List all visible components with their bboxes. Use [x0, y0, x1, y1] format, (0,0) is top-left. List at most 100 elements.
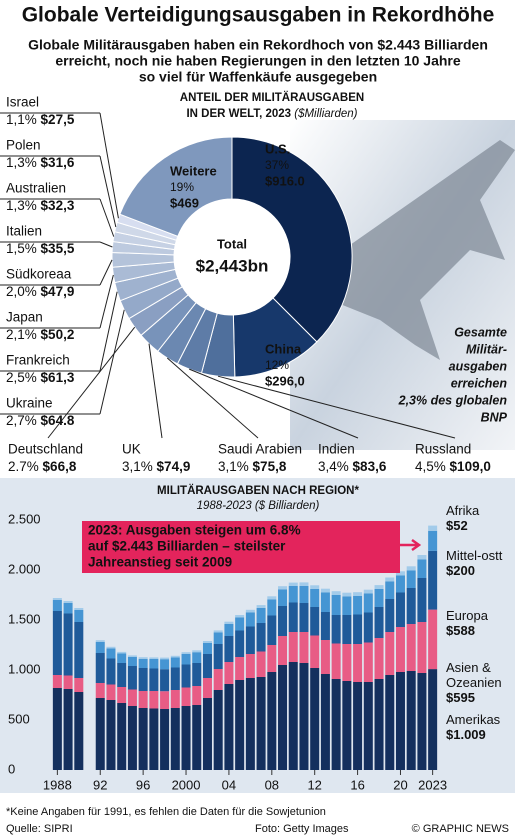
bar-segment [192, 652, 202, 663]
bar-segment [213, 690, 223, 770]
bar-segment [149, 659, 159, 669]
title: Globale Verteidigungsausgaben in Rekordh… [22, 4, 495, 27]
x-tick-label: 96 [136, 777, 150, 792]
bar-segment [406, 588, 416, 624]
bar-segment [406, 671, 416, 770]
pie-title: IN DER WELT, 2023 [186, 108, 291, 120]
x-tick-label: 2000 [172, 777, 201, 792]
bar-segment [310, 607, 320, 636]
bar-segment [299, 663, 309, 770]
note: Gesamte [454, 325, 507, 339]
slice-label: 4,5% $109,0 [415, 459, 491, 474]
leader-line [99, 155, 117, 228]
bar-segment [278, 589, 288, 606]
bar-segment [138, 657, 148, 659]
bar-segment [74, 622, 84, 678]
bar-segment [95, 698, 105, 770]
legend-name: Europa [446, 608, 488, 623]
slice-name: Australien [6, 181, 66, 196]
bar-segment [310, 635, 320, 668]
note: erreichen [451, 376, 508, 390]
bar-segment [310, 668, 320, 770]
annotation-arrow [400, 538, 422, 552]
x-tick-label: 08 [265, 777, 279, 792]
bar-segment [428, 550, 438, 610]
slice-share: 2,7% [6, 413, 37, 428]
subtitle: erreicht, noch nie haben Regierungen in … [55, 53, 461, 69]
photo-credit: Foto: Getty Images [255, 823, 349, 835]
bar-segment [181, 687, 191, 706]
bar-segment [213, 630, 223, 633]
bar-segment [245, 678, 255, 770]
bar-segment [278, 636, 288, 665]
slice-share: 12% [265, 358, 289, 372]
bar-segment [417, 673, 427, 770]
annotation: 2023: Ausgaben steigen um 6.8% [88, 523, 301, 538]
footnote: *Keine Angaben für 1991, es fehlen die D… [6, 806, 326, 818]
bar-segment [170, 655, 180, 658]
bar-segment [63, 603, 73, 614]
bar-segment [181, 652, 191, 654]
slice-name: Italien [6, 224, 42, 239]
bar-segment [342, 596, 352, 615]
legend-name: Asien & Ozeanien [446, 660, 502, 690]
slice-value: $31,6 [41, 155, 75, 170]
annotation: Jahreanstieg seit 2009 [88, 555, 232, 570]
bar-segment [160, 691, 170, 709]
slice-share: 3,1% [122, 459, 153, 474]
bar-segment [224, 624, 234, 636]
bar-segment [320, 588, 330, 593]
bar-segment [202, 678, 212, 698]
pie-slice [119, 136, 233, 237]
slice-value: $916.0 [265, 173, 305, 188]
slice-label: 2,0% $47,9 [6, 284, 74, 299]
bar-segment [127, 666, 137, 690]
bar-segment [288, 602, 298, 632]
slice-value: $32,3 [41, 198, 75, 213]
bar-segment [267, 615, 277, 645]
bar-segment [127, 689, 137, 706]
slice-label: 1,3% $31,6 [6, 155, 75, 170]
bar-segment [353, 614, 363, 644]
bar-segment [363, 589, 373, 594]
bar-segment [288, 662, 298, 770]
bar-segment [192, 663, 202, 686]
jet-photo [300, 140, 515, 360]
bar-segment [267, 599, 277, 616]
slice-value: $66,8 [43, 459, 77, 474]
slice-name: Israel [6, 95, 39, 110]
pie-hole [175, 200, 289, 314]
bar-segment [170, 690, 180, 708]
bar-segment [138, 708, 148, 770]
bar-segment [256, 677, 266, 770]
bar-segment [363, 682, 373, 770]
bar-segment [342, 644, 352, 681]
bar-segment [202, 654, 212, 678]
slice-share: 1,3% [6, 198, 37, 213]
slice-name: Saudi Arabien [218, 442, 302, 457]
bar-segment [95, 653, 105, 683]
bar-segment [95, 640, 105, 642]
slice-value: $296,0 [265, 373, 305, 388]
y-tick-label: 2.000 [8, 561, 41, 576]
bar-segment [63, 675, 73, 689]
bar-segment [267, 596, 277, 600]
bar-subtitle: 1988-2023 ($ Billiarden) [197, 500, 320, 512]
leader-line [47, 326, 136, 439]
slice-label: 2,7% $64.8 [6, 413, 75, 428]
bar-segment [192, 686, 202, 705]
bar-segment [127, 706, 137, 770]
bar-segment [406, 624, 416, 671]
bar-segment [245, 626, 255, 654]
bar-segment [288, 586, 298, 603]
bar-segment [95, 642, 105, 653]
bar-segment [52, 688, 62, 770]
slice-label: 2,5% $61,3 [6, 370, 75, 385]
bar-segment [52, 611, 62, 675]
source: Quelle: SIPRI [6, 823, 73, 835]
bar-segment [181, 654, 191, 665]
bar-segment [395, 592, 405, 627]
bar-segment [428, 609, 438, 670]
